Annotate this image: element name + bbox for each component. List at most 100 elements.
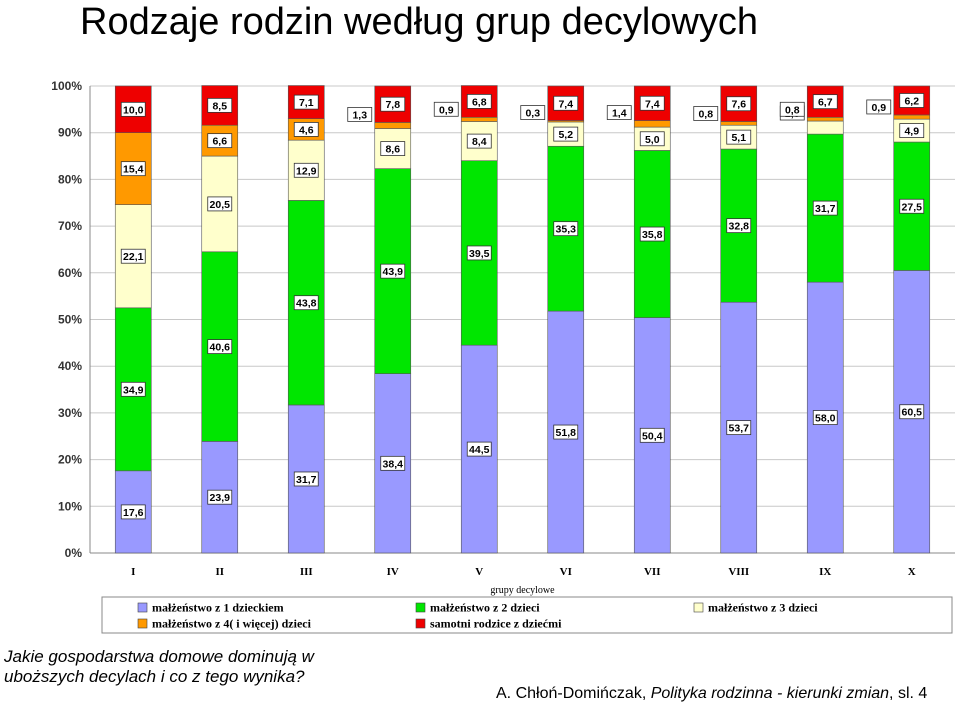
y-tick-label: 100% <box>51 79 82 93</box>
data-label-box <box>553 424 579 440</box>
data-label: 50,4 <box>642 430 663 442</box>
data-label: 5,1 <box>731 132 746 144</box>
data-label-box <box>553 221 579 237</box>
data-label: 6,7 <box>818 97 833 109</box>
data-label-box <box>380 263 406 279</box>
legend-label: małżeństwo z 1 dzieckiem <box>152 601 284 615</box>
data-label-box <box>466 94 492 109</box>
data-label: 58,0 <box>815 413 836 425</box>
data-label: 10,0 <box>123 104 144 116</box>
x-tick-label: X <box>908 566 916 578</box>
legend-swatch <box>693 602 704 613</box>
data-label: 8,4 <box>472 136 487 148</box>
data-label: 12,9 <box>296 165 317 177</box>
data-label-box <box>466 245 492 261</box>
data-label-box <box>120 504 146 520</box>
data-label-box <box>120 248 146 264</box>
data-label-box <box>466 441 492 457</box>
data-label: 35,8 <box>642 229 663 241</box>
data-label: 6,8 <box>472 96 487 108</box>
slide-title: Rodzaje rodzin według grup decylowych <box>80 1 759 43</box>
data-label: 0,9 <box>871 102 886 114</box>
data-label: 44,5 <box>469 444 490 456</box>
x-tick-label: IV <box>387 566 399 578</box>
bar-segment <box>806 120 844 135</box>
data-label-box <box>207 133 233 149</box>
legend-swatch <box>137 602 148 613</box>
data-label: 7,4 <box>645 98 660 110</box>
data-label: 15,4 <box>123 164 144 176</box>
bar-segment <box>806 116 844 122</box>
data-label-box <box>693 106 719 121</box>
x-tick-label: III <box>300 566 313 578</box>
data-label-box <box>380 96 406 112</box>
data-label-box <box>120 381 146 397</box>
x-axis-title: grupy decylowe <box>490 585 555 596</box>
data-label: 51,8 <box>556 427 577 439</box>
data-label: 43,9 <box>383 266 404 278</box>
data-label-box <box>207 196 233 212</box>
data-label: 32,8 <box>729 221 750 233</box>
data-label: 0,9 <box>439 104 454 116</box>
data-label-box <box>120 101 146 117</box>
source-author: A. Chłoń-Domińczak, <box>496 685 651 702</box>
data-label-box <box>866 99 892 115</box>
data-label-box <box>207 97 233 113</box>
data-label: 1,4 <box>612 108 627 120</box>
x-tick-label: I <box>131 566 135 578</box>
x-tick-label: VIII <box>728 566 749 578</box>
data-label-box <box>639 131 665 147</box>
y-tick-label: 30% <box>58 406 82 420</box>
data-label-box <box>726 420 752 436</box>
data-label-box <box>606 105 632 120</box>
data-label: 0,3 <box>525 108 540 120</box>
y-tick-label: 70% <box>58 219 82 233</box>
data-label: 38,4 <box>383 458 404 470</box>
data-label: 40,6 <box>210 342 231 354</box>
data-label: 43,8 <box>296 298 317 310</box>
data-label: 7,4 <box>558 98 573 110</box>
data-label-box <box>899 123 925 138</box>
data-label-box <box>293 94 319 110</box>
data-label: 5,0 <box>645 134 660 146</box>
data-label-box <box>293 471 319 487</box>
bar-segment <box>374 122 412 129</box>
y-tick-label: 80% <box>58 172 82 186</box>
chart-canvas: 0% 10% 20% 30% 40% 50% 60% 70% 80% 90% 100% 17,6 34,… <box>51 79 955 634</box>
data-label: 4,9 <box>904 126 919 138</box>
data-label: 6,6 <box>212 136 227 148</box>
data-label: 60,5 <box>902 407 923 419</box>
x-tick-label: VII <box>644 566 661 578</box>
data-label-box <box>899 404 925 420</box>
legend-swatch <box>415 602 426 613</box>
y-tick-label: 90% <box>58 126 82 140</box>
data-label-box <box>726 96 752 112</box>
data-label: 8,5 <box>212 100 227 112</box>
source-title: Polityka rodzinna - kierunki zmian <box>650 685 890 702</box>
data-label-box <box>120 161 146 177</box>
data-label-box <box>553 95 579 111</box>
data-label-box <box>347 107 373 122</box>
data-label: 27,5 <box>902 201 923 213</box>
data-label-box <box>207 489 233 505</box>
data-label-box <box>433 101 459 117</box>
data-label: 7,8 <box>385 99 400 111</box>
data-label: 17,6 <box>123 507 144 519</box>
data-label: 1,3 <box>352 109 367 121</box>
x-tick-label: V <box>475 566 483 578</box>
x-tick-label: IX <box>819 566 831 578</box>
bar-segment <box>460 116 498 122</box>
y-tick-label: 0% <box>65 546 83 560</box>
data-label: 31,7 <box>815 203 836 215</box>
data-label-box <box>639 427 665 443</box>
legend-label: małżeństwo z 4( i więcej) dzieci <box>152 617 312 631</box>
data-label-box <box>293 162 319 178</box>
source-slide: , sl. 4 <box>889 685 928 702</box>
data-label-box <box>380 455 406 471</box>
data-label-box <box>639 226 665 242</box>
data-label: 20,5 <box>210 199 231 211</box>
data-label: 22,1 <box>123 251 144 263</box>
bar-segment <box>633 120 671 128</box>
legend-swatch <box>415 618 426 629</box>
bar-segment <box>893 114 931 120</box>
